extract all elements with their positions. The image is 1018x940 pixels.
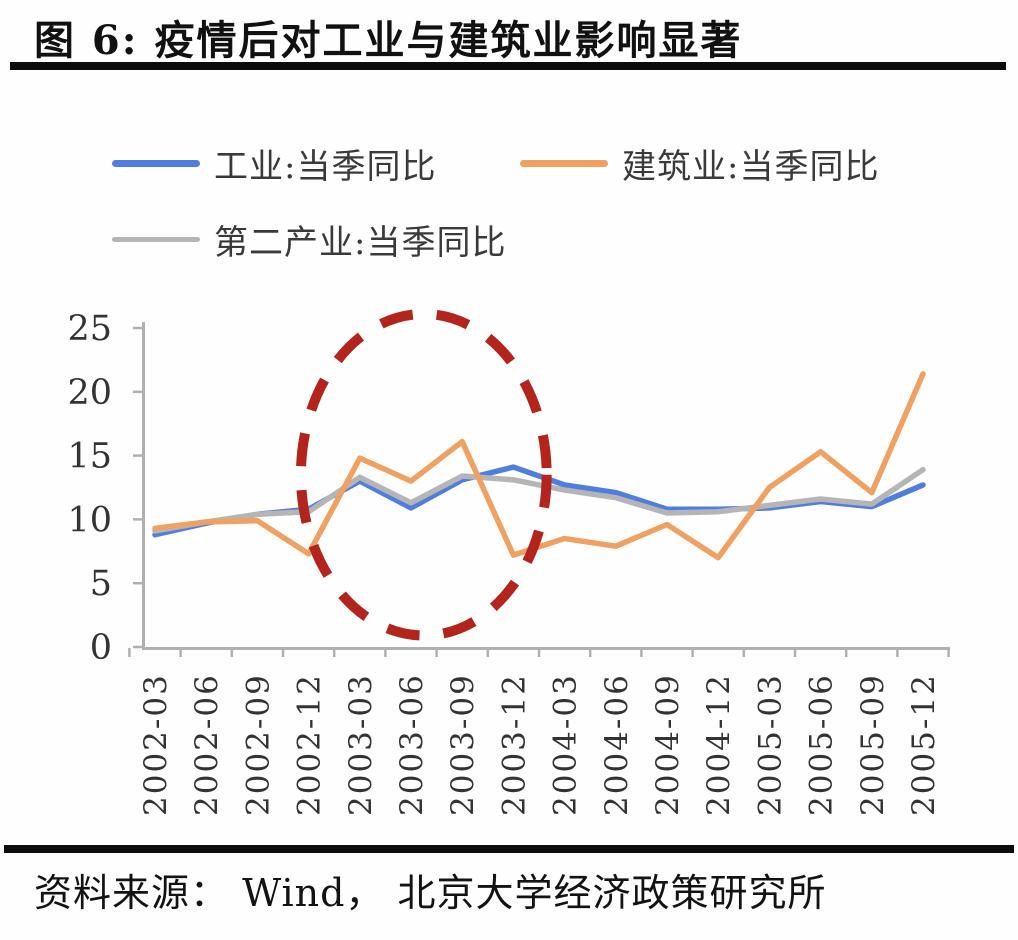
source-divider	[4, 845, 1014, 853]
x-tick-label: 2003-12	[496, 673, 532, 816]
secondary-industry-line-swatch	[112, 236, 200, 242]
y-tick-label: 20	[67, 373, 112, 413]
y-tick-label: 10	[67, 500, 112, 540]
x-tick-label: 2003-06	[394, 673, 430, 816]
x-tick-label-group: 2002-03	[138, 673, 174, 816]
x-tick-label-group: 2002-12	[292, 673, 328, 816]
series-line-第二产业:当季同比	[152, 466, 926, 534]
line-chart: 0 5 10 15 20 25 2002-03 2002-06 2002-09 2002-12 20…	[67, 308, 951, 816]
legend-label-industry: 工业:当季同比	[214, 146, 437, 187]
y-tick-label: 15	[67, 437, 112, 477]
x-tick-label-group: 2005-03	[752, 673, 788, 816]
y-tick-label: 5	[90, 564, 112, 604]
x-tick-label: 2003-09	[445, 673, 481, 816]
x-tick-label-group: 2002-06	[189, 673, 225, 816]
x-tick-label-group: 2005-06	[804, 673, 840, 816]
legend-item-secondary-industry: 第二产业:当季同比	[112, 216, 507, 263]
industry-line-swatch	[112, 159, 200, 167]
x-tick-label: 2002-12	[292, 673, 328, 816]
x-tick-label: 2005-06	[804, 673, 840, 816]
legend-item-industry: 工业:当季同比	[112, 140, 437, 187]
series-line-建筑业:当季同比	[152, 371, 926, 561]
x-tick-label-group: 2002-09	[240, 673, 276, 816]
legend-item-construction: 建筑业:当季同比	[520, 140, 880, 187]
y-tick-label: 0	[90, 628, 112, 668]
x-tick-label-group: 2005-09	[855, 673, 891, 816]
x-tick-label: 2004-03	[548, 673, 584, 816]
x-tick-label: 2002-06	[189, 673, 225, 816]
x-tick-label: 2005-03	[752, 673, 788, 816]
x-tick-label: 2002-09	[240, 673, 276, 816]
sars-period-highlight-ellipse	[295, 308, 552, 641]
legend-label-construction: 建筑业:当季同比	[622, 146, 880, 187]
x-tick-label-group: 2004-12	[701, 673, 737, 816]
x-tick-label: 2002-03	[138, 673, 174, 816]
x-tick-label-group: 2004-09	[650, 673, 686, 816]
x-tick-label: 2004-09	[650, 673, 686, 816]
x-tick-label-group: 2005-12	[906, 673, 942, 816]
figure-title: 图 6: 疫情后对工业与建筑业影响显著	[34, 17, 743, 64]
x-tick-label: 2005-09	[855, 673, 891, 816]
x-tick-label: 2005-12	[906, 673, 942, 816]
x-tick-label-group: 2003-12	[496, 673, 532, 816]
title-divider	[10, 62, 1006, 70]
x-tick-label-group: 2004-06	[599, 673, 635, 816]
legend-label-secondary-industry: 第二产业:当季同比	[214, 222, 507, 263]
x-tick-label-group: 2003-06	[394, 673, 430, 816]
x-tick-label-group: 2004-03	[548, 673, 584, 816]
x-tick-label: 2004-06	[599, 673, 635, 816]
source-note: 资料来源： Wind， 北京大学经济政策研究所	[34, 871, 827, 915]
y-tick-label: 25	[67, 309, 112, 349]
x-tick-label-group: 2003-03	[343, 673, 379, 816]
construction-line-swatch	[520, 159, 608, 167]
x-tick-label: 2003-03	[343, 673, 379, 816]
x-tick-label: 2004-12	[701, 673, 737, 816]
x-tick-label-group: 2003-09	[445, 673, 481, 816]
